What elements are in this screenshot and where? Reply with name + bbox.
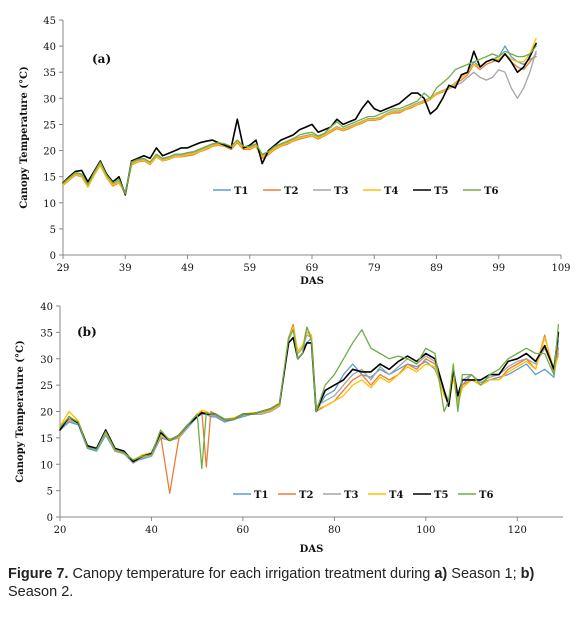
y-tick-label: 10	[43, 199, 56, 210]
x-tick-label: 89	[430, 263, 443, 274]
legend-label-t5: T5	[434, 490, 448, 501]
y-tick-label: 5	[47, 487, 53, 498]
y-tick-label: 10	[40, 460, 53, 471]
x-axis-title: DAS	[300, 544, 324, 555]
x-tick-label: 20	[54, 525, 67, 536]
y-tick-label: 35	[43, 68, 56, 79]
y-tick-label: 0	[50, 251, 56, 262]
caption-b-text: Season 2.	[8, 584, 74, 600]
x-tick-label: 79	[368, 263, 381, 274]
legend-label-t1: T1	[234, 186, 248, 197]
y-tick-label: 45	[43, 16, 56, 27]
legend-label-t4: T4	[384, 186, 398, 197]
y-tick-label: 15	[40, 434, 53, 445]
y-tick-label: 5	[50, 225, 56, 236]
chart-panel-a: 0 5 10 15 20 25 30 35 40 45 29 39 49 59 69 79 89 99 109 DAS…	[19, 16, 571, 287]
chart-panel-b: 0 5 10 15 20 25 30 35 40 20 40 60 80 100 120 DAS Canopy …	[15, 302, 563, 555]
y-tick-label: 20	[40, 408, 53, 419]
y-tick-label: 30	[43, 94, 56, 105]
y-tick-label: 25	[40, 381, 53, 392]
caption-b-label: b)	[520, 566, 535, 582]
x-tick-label: 59	[243, 263, 256, 274]
caption-label: Figure 7.	[8, 566, 69, 582]
legend-label-t6: T6	[479, 490, 493, 501]
legend-label-t2: T2	[284, 186, 298, 197]
legend-label-t2: T2	[299, 490, 313, 501]
series-line-t4	[62, 37, 537, 194]
series-line-t6	[62, 45, 537, 195]
x-tick-label: 120	[508, 525, 527, 536]
y-tick-label: 40	[43, 42, 56, 53]
x-tick-label: 80	[328, 525, 341, 536]
series-line-t5	[62, 42, 537, 196]
x-tick-label: 100	[416, 525, 435, 536]
x-tick-label: 99	[492, 263, 505, 274]
x-tick-label: 29	[57, 263, 70, 274]
figure-caption: Figure 7. Canopy temperature for each ir…	[8, 565, 578, 601]
x-axis-title: DAS	[300, 276, 324, 287]
x-tick-label: 69	[306, 263, 319, 274]
x-tick-label: 40	[145, 525, 158, 536]
y-tick-label: 20	[43, 147, 56, 158]
caption-a-text: Season 1;	[447, 566, 521, 582]
legend-label-t6: T6	[484, 186, 498, 197]
legend-label-t5: T5	[434, 186, 448, 197]
y-tick-label: 15	[43, 173, 56, 184]
caption-a-label: a)	[434, 566, 448, 582]
legend-label-t3: T3	[344, 490, 358, 501]
y-axis-title: Canopy Temperature (°C)	[15, 340, 26, 482]
legend-label-t4: T4	[389, 490, 403, 501]
panel-label: (b)	[77, 325, 97, 339]
x-tick-label: 60	[237, 525, 250, 536]
y-axis-title: Canopy Temperature (°C)	[19, 66, 30, 208]
caption-text: Canopy temperature for each irrigation t…	[68, 566, 435, 582]
legend-label-t1: T1	[254, 490, 268, 501]
y-tick-label: 0	[47, 513, 53, 524]
y-tick-label: 25	[43, 120, 56, 131]
x-tick-label: 109	[551, 263, 570, 274]
x-tick-label: 49	[181, 263, 194, 274]
series-line-t6	[59, 323, 560, 470]
panel-label: (a)	[92, 52, 111, 66]
y-tick-label: 30	[40, 355, 53, 366]
x-tick-label: 39	[119, 263, 132, 274]
series-line-t3	[59, 329, 560, 464]
y-tick-label: 40	[40, 302, 53, 313]
legend-label-t3: T3	[334, 186, 348, 197]
y-tick-label: 35	[40, 328, 53, 339]
